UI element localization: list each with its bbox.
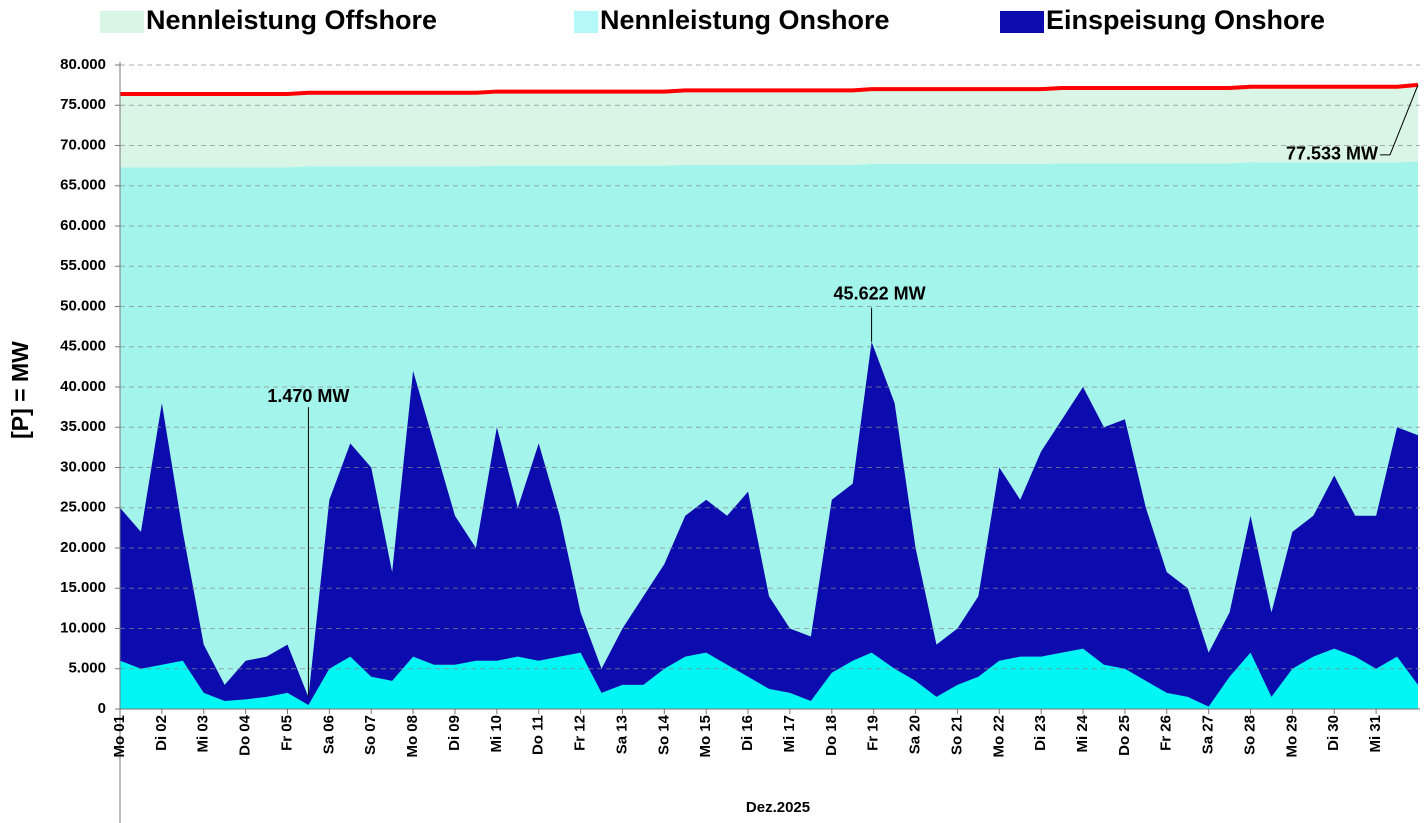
- x-tick-label: Do 18: [823, 715, 840, 756]
- x-tick-label: Di 30: [1325, 715, 1342, 751]
- y-tick-label: 25.000: [60, 499, 106, 516]
- y-tick-label: 10.000: [60, 619, 106, 636]
- area: [120, 648, 1418, 709]
- legend-label: Nennleistung Offshore: [146, 5, 437, 35]
- area: [120, 341, 1418, 707]
- x-tick-label: Sa 27: [1200, 715, 1217, 754]
- y-tick-label: 60.000: [60, 217, 106, 234]
- x-tick-label: Mo 01: [111, 715, 128, 758]
- y-tick-label: 35.000: [60, 418, 106, 435]
- x-tick-label: Do 11: [530, 715, 547, 755]
- annotation: 1.470 MW: [267, 386, 349, 406]
- capacity-line: [120, 82, 1419, 96]
- x-tick-label: Sa 20: [907, 715, 924, 754]
- x-tick-label: Di 16: [739, 715, 756, 751]
- y-tick-label: 50.000: [60, 297, 106, 314]
- x-tick-label: Fr 05: [278, 715, 295, 751]
- y-tick-label: 40.000: [60, 378, 106, 395]
- x-tick-label: Di 23: [1032, 715, 1049, 751]
- annotation: 77.533 MW: [1286, 144, 1378, 164]
- x-tick-label: Mi 24: [1074, 714, 1091, 752]
- y-tick-label: 0: [98, 700, 106, 717]
- y-tick-label: 15.000: [60, 579, 106, 596]
- y-axis-title: [P] = MW: [7, 341, 33, 439]
- x-tick-label: Mi 17: [781, 715, 798, 753]
- x-tick-label: Di 09: [446, 715, 463, 751]
- y-tick-label: 45.000: [60, 338, 106, 355]
- x-tick-label: Sa 13: [613, 715, 630, 754]
- y-tick-label: 55.000: [60, 257, 106, 274]
- x-tick-label: So 21: [948, 715, 965, 755]
- y-tick-label: 80.000: [60, 56, 106, 73]
- x-tick-label: Mo 29: [1283, 715, 1300, 758]
- y-tick-label: 70.000: [60, 136, 106, 153]
- legend-label: Einspeisung Onshore: [1046, 5, 1325, 35]
- x-tick-label: Di 02: [153, 715, 170, 751]
- x-tick-label: So 07: [362, 715, 379, 755]
- y-tick-label: 75.000: [60, 96, 106, 113]
- y-tick-label: 65.000: [60, 177, 106, 194]
- x-tick-label: Mi 10: [488, 715, 505, 753]
- x-tick-label: Fr 12: [572, 715, 589, 751]
- legend-swatch: [574, 11, 598, 33]
- x-axis-title: Dez.2025: [746, 799, 810, 816]
- x-tick-label: Sa 06: [320, 715, 337, 754]
- x-tick-label: Do 25: [1116, 715, 1133, 756]
- x-tick-label: Fr 19: [865, 715, 882, 751]
- y-tick-label: 30.000: [60, 458, 106, 475]
- x-tick-label: Do 04: [237, 714, 254, 756]
- legend-swatch: [100, 11, 144, 33]
- legend-swatch: [1000, 11, 1044, 33]
- x-tick-label: Mi 31: [1367, 715, 1384, 753]
- area: [120, 84, 1418, 168]
- x-tick-label: So 14: [655, 714, 672, 755]
- annotation: 45.622 MW: [834, 283, 926, 303]
- annotation-leader: [1389, 84, 1419, 156]
- x-tick-label: Mi 03: [195, 715, 212, 753]
- x-tick-label: So 28: [1241, 715, 1258, 755]
- x-tick-label: Mo 15: [697, 715, 714, 758]
- x-tick-label: Fr 26: [1158, 715, 1175, 751]
- y-tick-label: 20.000: [60, 539, 106, 556]
- x-tick-label: Mo 22: [990, 715, 1007, 758]
- y-tick-label: 5.000: [68, 660, 106, 677]
- x-tick-label: Mo 08: [404, 715, 421, 758]
- legend-label: Nennleistung Onshore: [600, 5, 890, 35]
